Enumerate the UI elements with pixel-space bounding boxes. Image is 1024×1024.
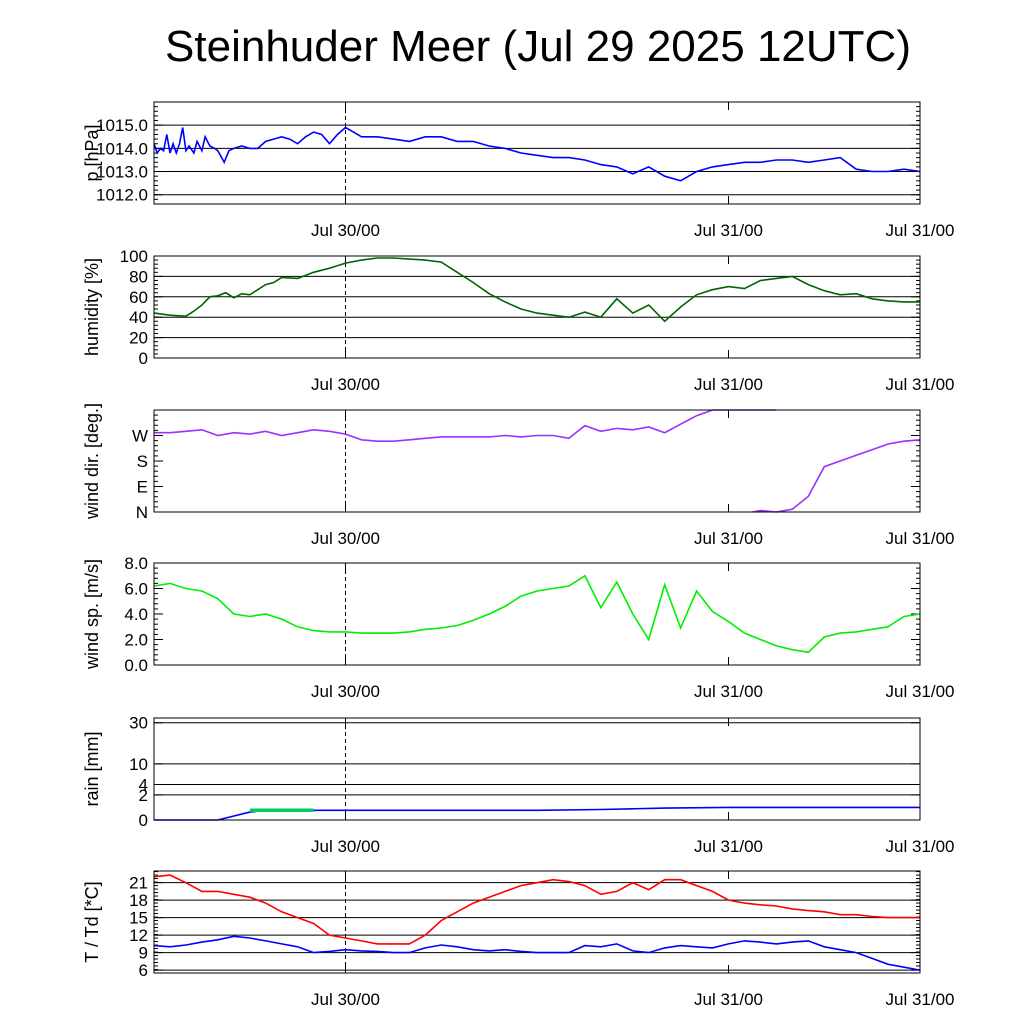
y-tick-label: 8.0: [124, 554, 148, 573]
y-tick-label: 20: [129, 329, 148, 348]
x-tick-label: Jul 30/00: [311, 375, 380, 394]
y-tick-label: E: [137, 478, 148, 497]
x-tick-label: Jul 31/00: [694, 375, 763, 394]
x-tick-label: Jul 31/00: [694, 990, 763, 1009]
y-tick-label: 2: [139, 786, 148, 805]
x-tick-label: Jul 31/00: [886, 375, 955, 394]
y-tick-label: 1014.0: [96, 139, 148, 158]
x-tick-label: Jul 31/00: [886, 221, 955, 240]
y-tick-label: 1015.0: [96, 116, 148, 135]
y-axis-label: wind dir. [deg.]: [82, 403, 102, 520]
y-tick-label: 12: [129, 926, 148, 945]
panel-frame: [153, 101, 921, 205]
y-tick-label: 40: [129, 308, 148, 327]
series-line: [153, 874, 920, 945]
x-tick-label: Jul 31/00: [694, 529, 763, 548]
x-tick-label: Jul 30/00: [311, 221, 380, 240]
series-line: [153, 126, 921, 182]
y-tick-label: 80: [129, 267, 148, 286]
panel-frame: [153, 870, 921, 974]
series-line: [154, 409, 777, 442]
y-axis-label: p [hPa]: [82, 124, 102, 181]
panel-frame: [153, 255, 921, 359]
x-tick-label: Jul 31/00: [886, 837, 955, 856]
series-line: [752, 439, 921, 513]
y-tick-label: 60: [129, 288, 148, 307]
chart-title: Steinhuder Meer (Jul 29 2025 12UTC): [165, 22, 911, 71]
y-tick-label: 1012.0: [96, 186, 148, 205]
x-tick-label: Jul 31/00: [694, 837, 763, 856]
series-line: [153, 574, 921, 654]
y-tick-label: N: [136, 503, 148, 522]
y-tick-label: 6: [139, 961, 148, 980]
y-axis-label: wind sp. [m/s]: [82, 559, 102, 670]
y-tick-label: 4.0: [124, 605, 148, 624]
y-tick-label: 0.0: [124, 656, 148, 675]
x-tick-label: Jul 31/00: [886, 990, 955, 1009]
y-axis-label: humidity [%]: [82, 258, 102, 356]
y-tick-label: 100: [120, 247, 148, 266]
x-tick-label: Jul 31/00: [694, 221, 763, 240]
y-tick-label: 0: [139, 349, 148, 368]
y-axis-label: T / Td [*C]: [82, 881, 102, 962]
series-line: [153, 935, 921, 971]
panel-frame: [153, 717, 921, 821]
series-line: [153, 257, 920, 323]
y-tick-label: 10: [129, 755, 148, 774]
x-tick-label: Jul 31/00: [694, 682, 763, 701]
panel-frame: [153, 409, 921, 513]
y-tick-label: 9: [139, 944, 148, 963]
panel-frame: [153, 562, 921, 666]
x-tick-label: Jul 30/00: [311, 682, 380, 701]
y-tick-label: 2.0: [124, 631, 148, 650]
x-tick-label: Jul 30/00: [311, 837, 380, 856]
series-line: [154, 806, 920, 821]
y-tick-label: S: [137, 452, 148, 471]
x-tick-label: Jul 30/00: [311, 529, 380, 548]
y-tick-label: 6.0: [124, 580, 148, 599]
y-tick-label: 30: [129, 714, 148, 733]
y-tick-label: 18: [129, 891, 148, 910]
y-tick-label: 1013.0: [96, 163, 148, 182]
y-tick-label: W: [132, 427, 148, 446]
y-tick-label: 15: [129, 909, 148, 928]
y-tick-label: 0: [139, 811, 148, 830]
y-tick-label: 4: [139, 775, 148, 794]
y-axis-label: rain [mm]: [82, 731, 102, 806]
x-tick-label: Jul 31/00: [886, 529, 955, 548]
x-tick-label: Jul 30/00: [311, 990, 380, 1009]
y-tick-label: 21: [129, 874, 148, 893]
x-tick-label: Jul 31/00: [886, 682, 955, 701]
